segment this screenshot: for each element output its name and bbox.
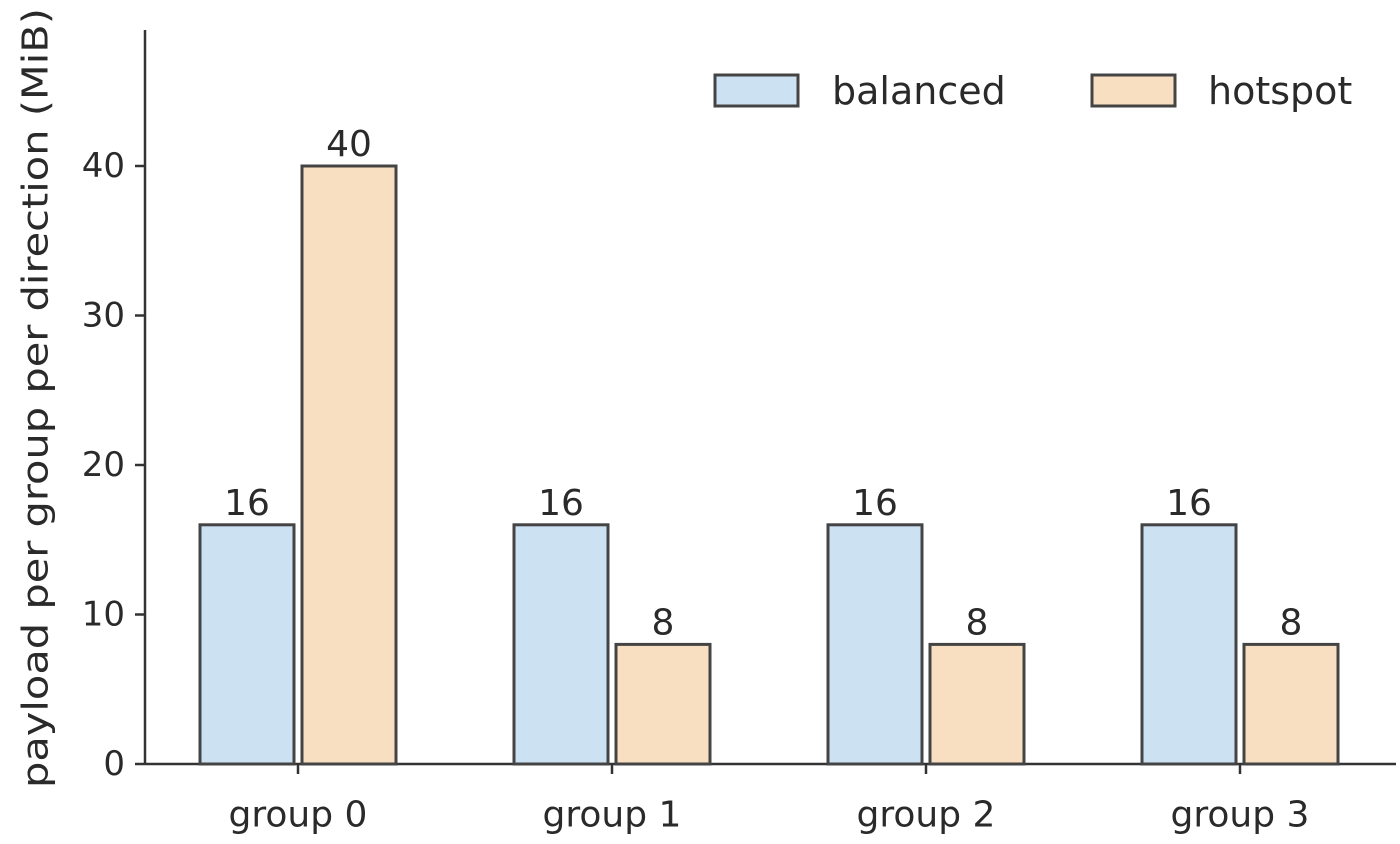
bar-hotspot-0	[300, 164, 398, 766]
x-tick-label: group 1	[543, 795, 682, 836]
x-tick-label: group 3	[1171, 795, 1310, 836]
y-tick-label: 0	[103, 744, 125, 784]
bar-hotspot-2	[928, 642, 1026, 766]
legend-item-hotspot: hotspot	[1090, 69, 1352, 113]
legend-item-balanced: balanced	[713, 69, 1006, 113]
legend-label-balanced: balanced	[832, 69, 1006, 113]
bar-hotspot-3	[1242, 642, 1340, 766]
x-tick-label: group 2	[857, 795, 996, 836]
data-label-hotspot-1: 8	[652, 602, 675, 643]
x-tick-label: group 0	[229, 795, 368, 836]
y-ticks: 0 10 20 30 40	[82, 146, 145, 784]
y-axis: 0 10 20 30 40	[82, 30, 147, 784]
plot-area: 0 10 20 30 40 group 0 group 1 group 2 group 3 1…	[82, 30, 1396, 836]
data-label-balanced-0: 16	[224, 483, 270, 524]
legend-label-hotspot: hotspot	[1208, 69, 1352, 113]
data-label-hotspot-3: 8	[1280, 602, 1303, 643]
bar-balanced-2	[826, 523, 924, 766]
data-label-balanced-2: 16	[852, 483, 898, 524]
bars	[198, 164, 1340, 766]
legend-swatch-hotspot	[1090, 73, 1177, 108]
bar-balanced-0	[198, 523, 296, 766]
data-label-hotspot-0: 40	[326, 124, 372, 165]
x-axis: group 0 group 1 group 2 group 3	[145, 762, 1396, 836]
bar-hotspot-1	[614, 642, 712, 766]
data-label-balanced-1: 16	[538, 483, 584, 524]
y-tick-label: 40	[82, 146, 125, 186]
y-tick-label: 20	[82, 445, 125, 485]
bar-balanced-3	[1140, 523, 1238, 766]
x-ticks: group 0 group 1 group 2 group 3	[229, 764, 1310, 836]
y-tick-label: 10	[82, 595, 125, 635]
y-axis-title: payload per group per direction (MiB)	[16, 8, 57, 788]
y-tick-label: 30	[82, 296, 125, 336]
legend: balanced hotspot	[713, 69, 1352, 113]
legend-swatch-balanced	[713, 73, 800, 108]
data-label-hotspot-2: 8	[966, 602, 989, 643]
data-labels: 16 16 16 16 40 8 8 8	[224, 124, 1302, 643]
bar-balanced-1	[512, 523, 610, 766]
data-label-balanced-3: 16	[1166, 483, 1212, 524]
